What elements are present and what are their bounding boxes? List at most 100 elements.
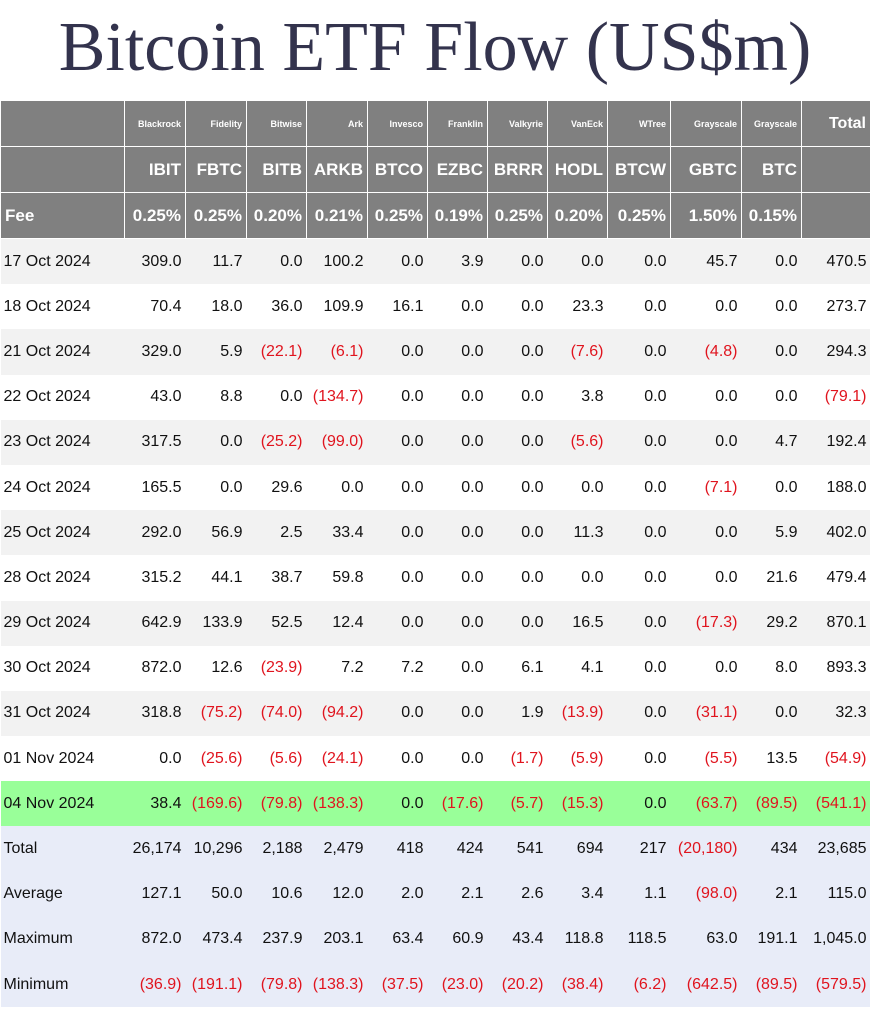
flow-cell: 45.7 [670, 238, 742, 285]
flow-cell: 3.9 [427, 238, 488, 285]
flow-cell: (7.6) [547, 329, 608, 375]
flow-cell: 0.0 [607, 510, 671, 556]
stat-cell: (20.2) [487, 962, 548, 1008]
flow-cell: 0.0 [607, 690, 671, 737]
fee-cell: 0.19% [427, 192, 488, 239]
fee-cell: 0.21% [306, 192, 368, 239]
flow-cell: 0.0 [487, 555, 548, 601]
total-cell: (54.9) [801, 736, 870, 782]
flow-cell: (99.0) [306, 419, 368, 465]
stat-cell: 2.0 [367, 871, 428, 917]
stat-cell: 118.5 [607, 916, 671, 962]
flow-cell: 0.0 [367, 419, 428, 465]
flow-cell: 642.9 [124, 600, 186, 646]
flow-cell: 0.0 [427, 464, 488, 511]
flow-cell: 18.0 [185, 284, 247, 330]
stat-cell: 217 [607, 826, 671, 872]
flow-cell: 0.0 [487, 600, 548, 646]
flow-cell: 12.6 [185, 645, 247, 691]
fee-cell: 0.20% [547, 192, 608, 239]
date-cell: 25 Oct 2024 [0, 510, 125, 556]
table-row: 24 Oct 2024 165.5 0.0 29.6 0.0 0.0 0.0 0.0 0.0 0.… [0, 464, 870, 511]
stat-cell: 694 [547, 826, 608, 872]
header-blank-cell [801, 192, 870, 239]
stat-cell: (138.3) [306, 962, 368, 1008]
table-body: 17 Oct 2024 309.0 11.7 0.0 100.2 0.0 3.9 0.0 0.0… [0, 238, 870, 1008]
table-row: 01 Nov 2024 0.0 (25.6) (5.6) (24.1) 0.0 0.0 (1.… [0, 736, 870, 782]
stats-row: Minimum (36.9) (191.1) (79.8) (138.3) (37.5)(… [0, 962, 870, 1008]
ticker-header: FBTC [185, 146, 247, 193]
issuer-header: Ark [306, 100, 368, 147]
stat-cell: 50.0 [185, 871, 247, 917]
ticker-header: HODL [547, 146, 608, 193]
flow-cell: 0.0 [607, 736, 671, 782]
flow-cell: 0.0 [367, 690, 428, 737]
flow-cell: 44.1 [185, 555, 247, 601]
flow-cell: 0.0 [607, 329, 671, 375]
flow-cell: 0.0 [367, 374, 428, 420]
stat-cell: 872.0 [124, 916, 186, 962]
table-row: 18 Oct 2024 70.4 18.0 36.0 109.9 16.1 0.0 0.0 23… [0, 284, 870, 330]
flow-cell: (63.7) [670, 781, 742, 827]
flow-cell: 0.0 [607, 600, 671, 646]
stat-cell: 541 [487, 826, 548, 872]
flow-cell: (4.8) [670, 329, 742, 375]
stat-cell: 3.4 [547, 871, 608, 917]
table-row: 22 Oct 2024 43.0 8.8 0.0 (134.7) 0.0 0.0 0.0 3.8… [0, 374, 870, 420]
flow-cell: 0.0 [185, 464, 247, 511]
flow-cell: (24.1) [306, 736, 368, 782]
issuer-header-row: Blackrock Fidelity Bitwise Ark Invesco Frankl… [0, 100, 870, 147]
flow-cell: 0.0 [670, 510, 742, 556]
flow-cell: (13.9) [547, 690, 608, 737]
issuer-header: Valkyrie [487, 100, 548, 147]
flow-cell: 309.0 [124, 238, 186, 285]
flow-cell: 0.0 [670, 374, 742, 420]
flow-cell: 12.4 [306, 600, 368, 646]
flow-cell: 0.0 [607, 238, 671, 285]
stat-label: Minimum [0, 962, 125, 1008]
flow-cell: 38.7 [246, 555, 307, 601]
table-row: 21 Oct 2024 329.0 5.9 (22.1) (6.1) 0.0 0.0 0.0(… [0, 329, 870, 375]
total-cell: 870.1 [801, 600, 870, 646]
ticker-header: GBTC [670, 146, 742, 193]
flow-cell: 5.9 [741, 510, 802, 556]
flow-cell: 0.0 [185, 419, 247, 465]
issuer-header: Grayscale [741, 100, 802, 147]
stat-cell: (191.1) [185, 962, 247, 1008]
table-row: 29 Oct 2024 642.9 133.9 52.5 12.4 0.0 0.0 0.0 16… [0, 600, 870, 646]
flow-cell: (94.2) [306, 690, 368, 737]
ticker-header: IBIT [124, 146, 186, 193]
fee-cell: 0.25% [185, 192, 247, 239]
flow-cell: 315.2 [124, 555, 186, 601]
stat-label: Maximum [0, 916, 125, 962]
flow-cell: (134.7) [306, 374, 368, 420]
flow-cell: 0.0 [427, 374, 488, 420]
flow-cell: 0.0 [487, 284, 548, 330]
flow-cell: 0.0 [741, 329, 802, 375]
flow-cell: 0.0 [427, 419, 488, 465]
flow-cell: 56.9 [185, 510, 247, 556]
date-cell: 04 Nov 2024 [0, 781, 125, 827]
flow-cell: 0.0 [427, 600, 488, 646]
stat-cell: 63.0 [670, 916, 742, 962]
flow-cell: 0.0 [427, 690, 488, 737]
flow-cell: 8.0 [741, 645, 802, 691]
flow-cell: 21.6 [741, 555, 802, 601]
flow-cell: 0.0 [246, 374, 307, 420]
stat-cell: (37.5) [367, 962, 428, 1008]
flow-cell: (138.3) [306, 781, 368, 827]
stat-cell: 2,479 [306, 826, 368, 872]
issuer-header: WTree [607, 100, 671, 147]
stat-cell: 127.1 [124, 871, 186, 917]
header-blank-cell [801, 146, 870, 193]
flow-cell: 0.0 [487, 510, 548, 556]
ticker-header: BITB [246, 146, 307, 193]
ticker-header: BTCW [607, 146, 671, 193]
flow-cell: (25.6) [185, 736, 247, 782]
stat-cell: (36.9) [124, 962, 186, 1008]
flow-cell: 11.3 [547, 510, 608, 556]
flow-cell: (5.9) [547, 736, 608, 782]
flow-cell: 0.0 [741, 374, 802, 420]
flow-cell: 29.6 [246, 464, 307, 511]
header-blank-cell [0, 146, 125, 193]
